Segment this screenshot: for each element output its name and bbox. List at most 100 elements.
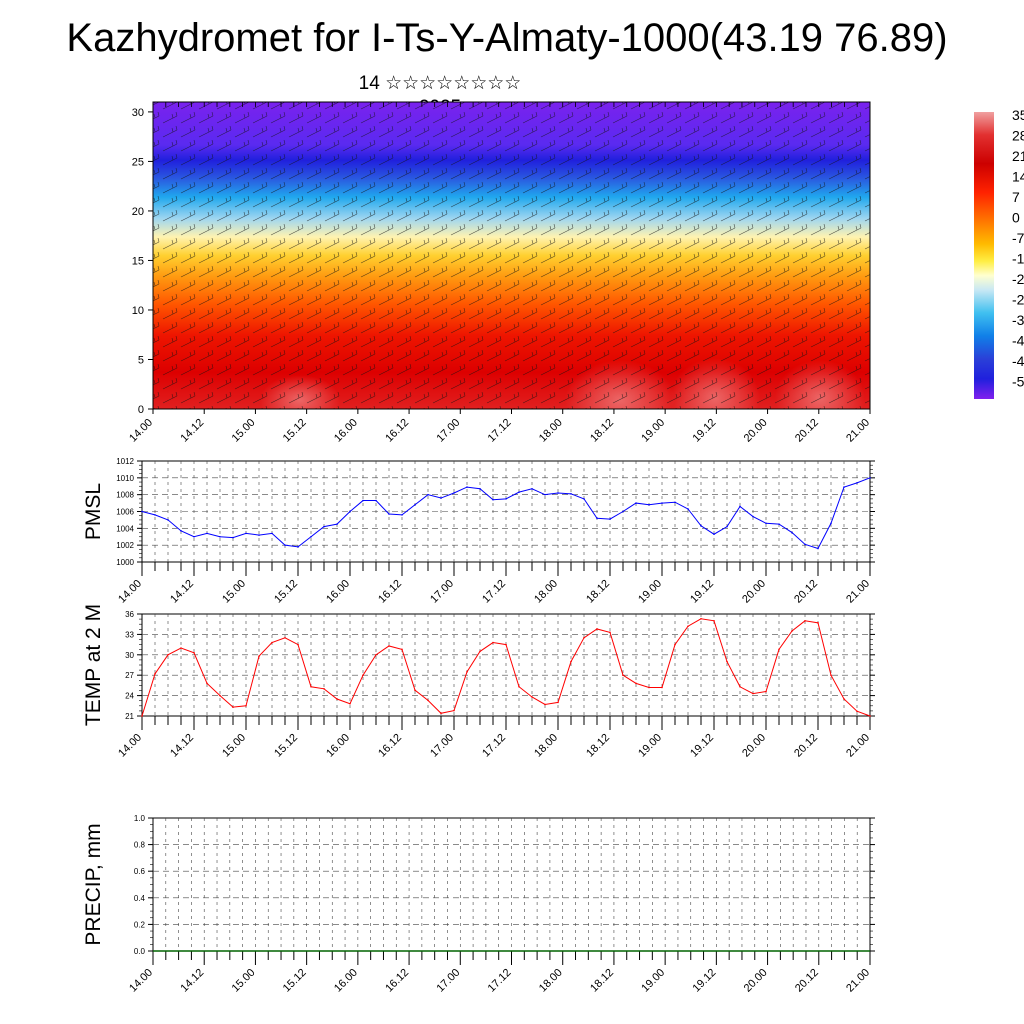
series-point	[297, 546, 299, 548]
series-point	[440, 497, 442, 499]
y-tick-label: 1012	[116, 457, 134, 466]
series-point	[258, 534, 260, 536]
series-point	[245, 705, 247, 707]
series-point	[791, 531, 793, 534]
x-tick-label: 21.00	[844, 417, 872, 445]
series-point	[414, 503, 416, 506]
colorbar-label: -3	[1012, 312, 1024, 328]
series-point	[596, 628, 598, 630]
colorbar-label: 21	[1012, 148, 1024, 164]
series-point	[258, 655, 260, 657]
series-point	[193, 535, 195, 538]
series-point	[804, 543, 806, 546]
series-point	[622, 674, 624, 676]
series-point	[830, 674, 832, 676]
series-point	[700, 617, 702, 620]
series-point	[323, 688, 325, 690]
series-point	[791, 630, 793, 632]
series-point	[817, 622, 819, 624]
colorbar-label: -5	[1012, 374, 1024, 390]
series-point	[804, 620, 806, 622]
y-tick-label: 1002	[116, 541, 134, 550]
series-point	[297, 643, 299, 646]
x-tick-label: 15.12	[281, 967, 309, 995]
series-point	[453, 492, 455, 494]
series-point	[687, 625, 689, 628]
series-point	[843, 698, 845, 700]
series-point	[817, 547, 819, 550]
series-line	[141, 477, 871, 550]
y-tick-label: 5	[138, 354, 144, 366]
colorbar-label: 35	[1012, 107, 1024, 123]
x-tick-label: 18.00	[537, 967, 565, 995]
x-tick-label: 16.12	[376, 578, 404, 606]
heatmap-panel: 0 5 10 15 20 25 30 14.00 14.12 15.00 15.12 16.00 16…	[127, 101, 872, 445]
x-tick-label: 15.00	[220, 578, 248, 606]
x-tick-label: 18.00	[532, 578, 560, 606]
series-point	[349, 702, 351, 705]
x-tick-label: 20.00	[742, 417, 770, 445]
y-tick-label: 1008	[116, 491, 134, 500]
series-point	[869, 477, 871, 479]
x-tick-label: 19.00	[639, 967, 667, 995]
series-point	[336, 698, 338, 700]
series-point	[505, 498, 507, 500]
series-point	[635, 682, 637, 685]
colorbar-labels: 35 28 21 14 7 0 -7 -1 -2 -2 -3 -4 -4 -5	[1012, 107, 1024, 390]
y-tick-label: 1004	[116, 524, 134, 533]
x-tick-label: 17.00	[428, 578, 456, 606]
series-point	[726, 660, 728, 663]
series-point	[765, 522, 767, 525]
series-point	[570, 493, 572, 495]
colorbar-ramp	[974, 112, 994, 399]
y-tick-label: 25	[132, 156, 144, 168]
series-point	[414, 689, 416, 691]
x-tick-label: 17.12	[480, 578, 508, 606]
series-point	[648, 686, 650, 689]
series-point	[336, 523, 338, 525]
series-point	[583, 498, 585, 500]
y-tick-label: 0.6	[134, 867, 146, 876]
x-tick-label: 16.00	[332, 417, 360, 445]
series-point	[427, 493, 429, 496]
y-tick-label: 20	[132, 206, 144, 218]
series-point	[778, 648, 780, 651]
x-tick-label: 20.00	[740, 578, 768, 606]
x-tick-label: 17.12	[486, 417, 514, 445]
series-point	[401, 648, 403, 651]
series-point	[453, 709, 455, 712]
colorbar-label: -2	[1012, 271, 1024, 287]
colorbar-label: 14	[1012, 169, 1024, 185]
x-tick-label: 20.12	[792, 578, 820, 606]
colorbar-label: 0	[1012, 210, 1020, 226]
series-point	[154, 673, 156, 675]
series-point	[206, 532, 208, 535]
x-tick-label: 19.12	[688, 732, 716, 760]
series-point	[557, 492, 559, 494]
x-tick-label: 20.00	[740, 732, 768, 760]
x-tick-label: 19.12	[691, 967, 719, 995]
series-point	[466, 486, 468, 488]
series-point	[388, 645, 390, 647]
x-tick-label: 19.00	[639, 417, 667, 445]
series-point	[310, 685, 312, 688]
series-point	[375, 654, 377, 656]
x-tick-label: 20.12	[792, 732, 820, 760]
series-point	[752, 515, 754, 518]
series-point	[661, 686, 663, 689]
x-tick-label: 17.12	[480, 732, 508, 760]
y-tick-label: 0	[138, 404, 144, 416]
x-tick-label: 15.12	[272, 578, 300, 606]
series-point	[180, 647, 182, 649]
series-point	[388, 513, 390, 515]
y-axis-title: TEMP at 2 M	[82, 604, 105, 726]
x-tick-label: 15.12	[272, 732, 300, 760]
y-tick-label: 15	[132, 255, 144, 267]
series-point	[167, 654, 169, 656]
x-tick-label: 17.00	[434, 967, 462, 995]
x-tick-label: 14.00	[127, 967, 155, 995]
x-tick-label: 16.12	[376, 732, 404, 760]
series-point	[700, 525, 702, 527]
series-point	[401, 514, 403, 516]
